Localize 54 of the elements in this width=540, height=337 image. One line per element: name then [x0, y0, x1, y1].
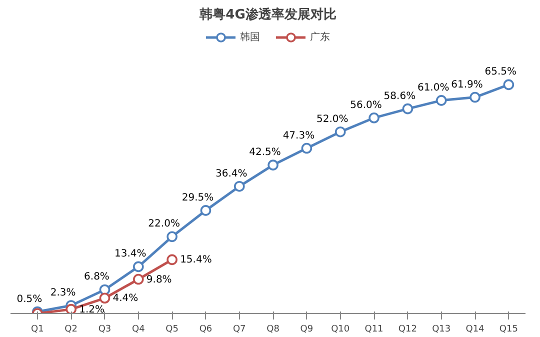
data-label: 0.5% — [16, 294, 42, 305]
data-label: 61.0% — [417, 82, 450, 94]
point — [301, 142, 312, 154]
point — [334, 126, 346, 138]
x-tick-label: Q15 — [499, 324, 518, 334]
x-tick-label: Q14 — [466, 324, 485, 334]
point — [436, 95, 447, 106]
point — [470, 92, 480, 103]
point — [234, 180, 245, 192]
legend-label: 广东 — [310, 30, 330, 44]
x-tick-label: Q9 — [300, 324, 314, 334]
point — [66, 304, 76, 314]
point — [133, 261, 144, 272]
point — [133, 274, 144, 285]
data-label: 15.4% — [180, 254, 212, 266]
point — [200, 205, 212, 216]
point — [368, 112, 380, 124]
x-tick-label: Q11 — [364, 324, 384, 334]
x-tick-label: Q10 — [331, 324, 350, 334]
chart-title: 韩粤4G渗透率发展对比 — [198, 6, 336, 22]
data-label: 47.3% — [282, 130, 315, 142]
x-tick-label: Q4 — [132, 324, 146, 334]
data-label: 61.9% — [451, 79, 483, 90]
data-label: 6.8% — [84, 272, 110, 283]
point — [402, 103, 414, 114]
x-tick-label: Q6 — [199, 324, 212, 334]
x-tick-label: Q3 — [98, 324, 112, 334]
point — [166, 254, 178, 266]
data-label: 65.5% — [484, 66, 517, 78]
data-label: 56.0% — [350, 100, 382, 111]
data-label: 2.3% — [50, 287, 76, 298]
data-label: 9.8% — [146, 274, 172, 286]
data-label: 1.2% — [79, 304, 104, 316]
x-tick-label: Q12 — [398, 324, 417, 334]
data-label: 58.6% — [384, 90, 416, 102]
data-label: 13.4% — [114, 248, 146, 260]
data-label: 22.0% — [148, 218, 180, 230]
data-label: 52.0% — [316, 114, 348, 125]
data-label: 4.4% — [112, 293, 138, 304]
x-tick-label: Q1 — [31, 324, 44, 334]
legend-label: 韩国 — [240, 30, 260, 44]
point — [99, 292, 110, 304]
x-tick-label: Q13 — [432, 324, 451, 334]
x-tick-label: Q2 — [64, 324, 78, 334]
point — [268, 160, 278, 170]
x-tick-label: Q5 — [166, 324, 178, 334]
point — [99, 284, 110, 296]
data-label: 29.5% — [182, 192, 214, 204]
data-label: 36.4% — [216, 168, 248, 180]
point — [503, 79, 514, 90]
x-tick-label: Q8 — [266, 324, 280, 334]
x-tick-label: Q7 — [232, 324, 246, 334]
data-label: 42.5% — [249, 147, 281, 158]
point — [166, 231, 178, 242]
